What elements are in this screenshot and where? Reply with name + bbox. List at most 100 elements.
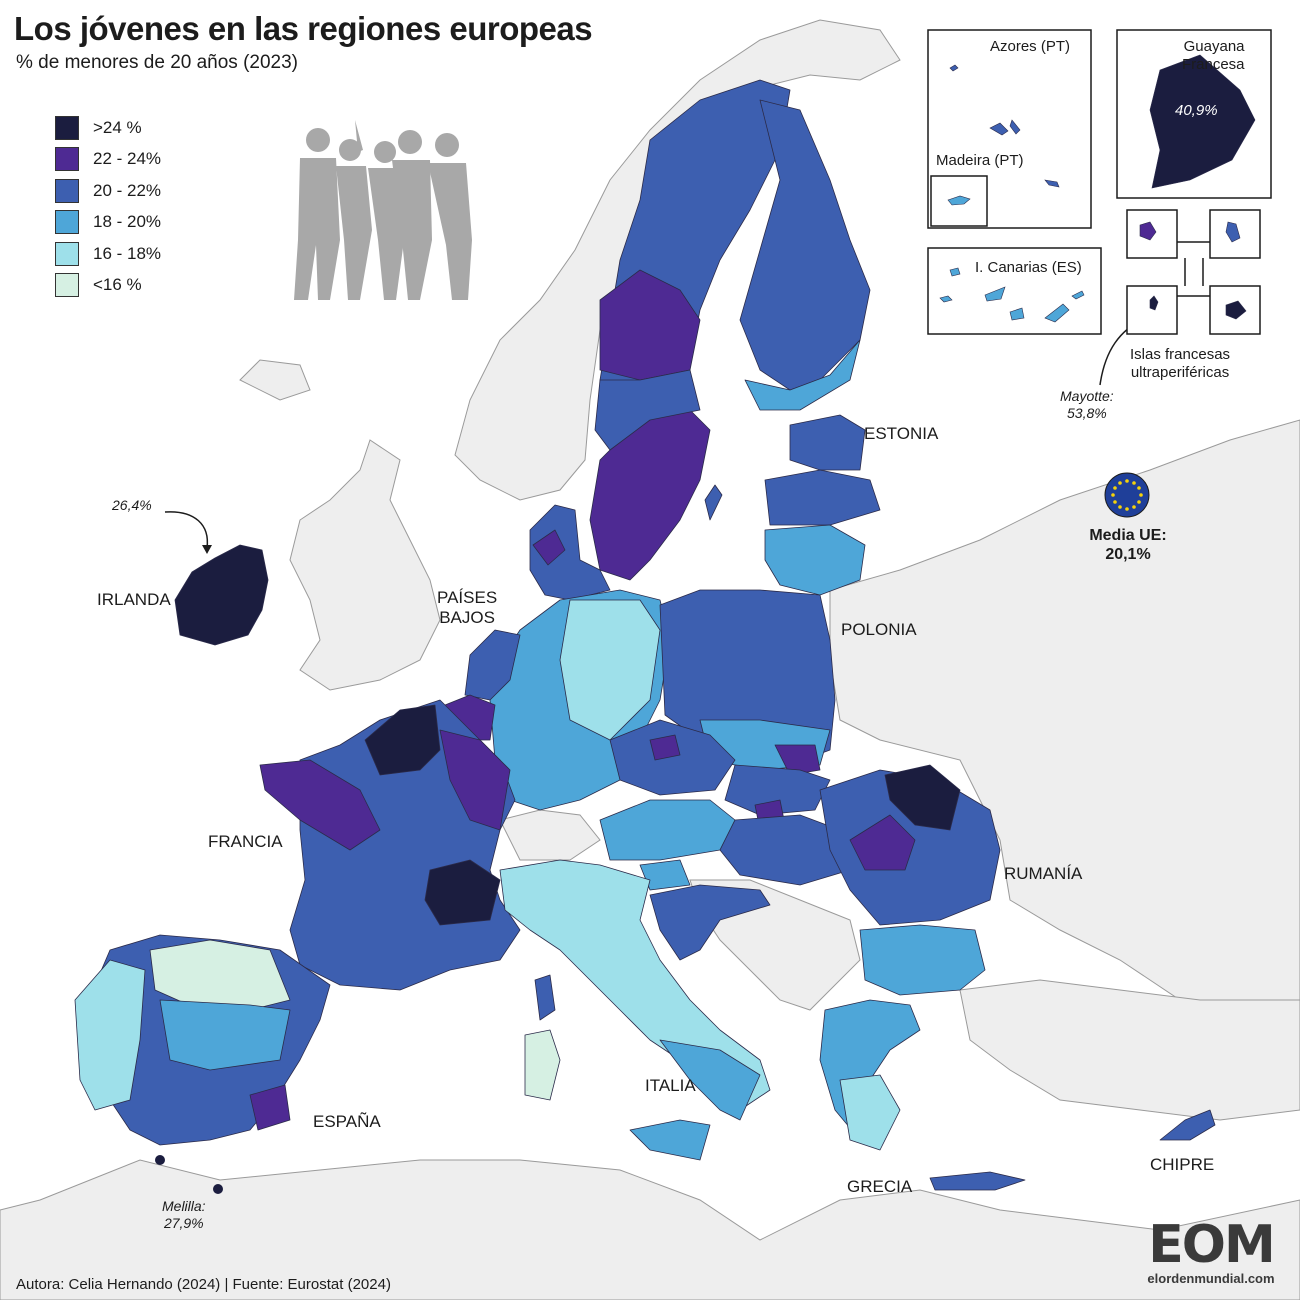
youth-silhouette-icon: [294, 120, 472, 300]
region-poland-se: [774, 744, 821, 776]
region-czechia: [609, 719, 736, 796]
region-paris: [364, 704, 441, 776]
annot-mayotte: Mayotte: 53,8%: [1060, 388, 1114, 421]
inset-label-francesas: Islas francesas ultraperiféricas: [1130, 346, 1231, 381]
inset-label-madeira: Madeira (PT): [936, 152, 1024, 169]
region-spain-center: [159, 999, 291, 1071]
region-croatia: [649, 884, 771, 961]
melilla-dot: [155, 1155, 165, 1165]
legend-item: 16 - 18%: [55, 238, 161, 270]
logo-url: elordenmundial.com: [1147, 1271, 1275, 1286]
region-france-ne: [439, 729, 511, 831]
region-romania-ne: [884, 764, 961, 831]
legend-label: >24 %: [93, 117, 142, 137]
legend-label: 16 - 18%: [93, 243, 162, 263]
region-sweden-mid: [599, 269, 701, 381]
region-denmark-mid: [532, 529, 566, 566]
inset-connectors: [1177, 241, 1210, 297]
reunion-shape: [1225, 300, 1247, 320]
region-sardinia: [524, 1029, 561, 1101]
region-netherlands: [464, 629, 521, 701]
legend-item: 18 - 20%: [55, 207, 161, 239]
eu-mean-value: 20,1%: [1105, 546, 1151, 563]
legend-label: 22 - 24%: [93, 149, 162, 169]
region-denmark: [529, 504, 611, 601]
region-corsica: [534, 974, 556, 1021]
madeira-island: [947, 195, 971, 206]
region-portugal: [74, 959, 146, 1111]
region-crete: [929, 1171, 1026, 1191]
region-lithuania: [764, 524, 866, 596]
label-rumania: RUMANÍA: [1004, 864, 1083, 883]
region-france-nw: [259, 759, 381, 851]
turkey: [959, 979, 1300, 1121]
region-prague: [649, 734, 681, 761]
uk: [289, 439, 441, 691]
guayana-shape: [1149, 54, 1256, 189]
label-grecia: GRECIA: [847, 1177, 913, 1196]
eu-flag-icon: [1104, 472, 1150, 518]
iceland-hint: [239, 359, 311, 401]
eom-logo: EOM elordenmundial.com: [1135, 1218, 1287, 1286]
region-sweden-central: [594, 369, 701, 451]
label-polonia: POLONIA: [841, 620, 917, 639]
eu-mean-label: Media UE:: [1089, 527, 1167, 544]
label-espana: ESPAÑA: [313, 1112, 381, 1131]
annot-irlanda-value: 26,4%: [112, 497, 152, 513]
region-slovakia: [724, 764, 831, 816]
inset-shapes: [939, 54, 1256, 323]
inset-label-guayana: Guayana Francesa: [1182, 38, 1245, 73]
region-austria: [599, 799, 736, 861]
eu-regions: [74, 79, 1216, 1191]
arrowhead-ireland: [202, 545, 212, 554]
canarias-islands: [939, 267, 1085, 323]
annot-guayana-value: 40,9%: [1175, 102, 1218, 119]
region-romania-center: [849, 814, 916, 871]
annot-melilla: Melilla: 27,9%: [162, 1198, 206, 1231]
footer-credits: Autora: Celia Hernando (2024) | Fuente: …: [16, 1276, 391, 1293]
legend-swatch: [55, 115, 79, 140]
legend: >24 % 22 - 24% 20 - 22% 18 - 20% 16 - 18…: [55, 112, 161, 301]
label-irlanda: IRLANDA: [97, 590, 171, 609]
label-chipre: CHIPRE: [1150, 1155, 1215, 1174]
label-paises-bajos: PAÍSES BAJOS: [437, 588, 498, 627]
inset-label-azores: Azores (PT): [990, 38, 1071, 55]
norway: [454, 19, 901, 501]
legend-swatch: [55, 273, 79, 298]
switzerland: [499, 809, 601, 861]
region-rhone: [424, 859, 501, 926]
legend-swatch: [55, 210, 79, 235]
legend-item: 22 - 24%: [55, 144, 161, 176]
inset-mayotte: [1126, 285, 1178, 335]
label-francia: FRANCIA: [208, 832, 283, 851]
region-hungary: [719, 814, 851, 886]
mayotte-shape: [1149, 295, 1159, 311]
region-greece-south: [839, 1074, 901, 1151]
eu-mean: Media UE: 20,1%: [1080, 526, 1176, 564]
region-ireland: [174, 544, 269, 646]
region-italy-south: [659, 1039, 761, 1121]
legend-item: >24 %: [55, 112, 161, 144]
logo-mark: EOM: [1148, 1215, 1275, 1275]
azores-islands: [949, 64, 1060, 188]
legend-swatch: [55, 241, 79, 266]
region-murcia: [249, 1084, 291, 1131]
arrow-ireland: [164, 511, 209, 549]
guadeloupe-shape: [1139, 221, 1157, 241]
legend-item: <16 %: [55, 270, 161, 302]
map-subtitle: % de menores de 20 años (2023): [16, 52, 299, 73]
label-italia: ITALIA: [645, 1076, 696, 1095]
non-eu-land: [0, 19, 1300, 1300]
region-bulgaria: [859, 924, 986, 996]
region-estonia: [789, 414, 866, 471]
inset-label-canarias: I. Canarias (ES): [975, 259, 1082, 276]
region-spain-nw: [149, 939, 291, 1011]
legend-swatch: [55, 178, 79, 203]
legend-label: <16 %: [93, 275, 142, 295]
east: [829, 419, 1300, 1021]
label-estonia: ESTONIA: [864, 424, 939, 443]
legend-label: 20 - 22%: [93, 180, 162, 200]
legend-label: 18 - 20%: [93, 212, 162, 232]
region-latvia: [764, 469, 881, 526]
region-gotland: [704, 484, 723, 521]
